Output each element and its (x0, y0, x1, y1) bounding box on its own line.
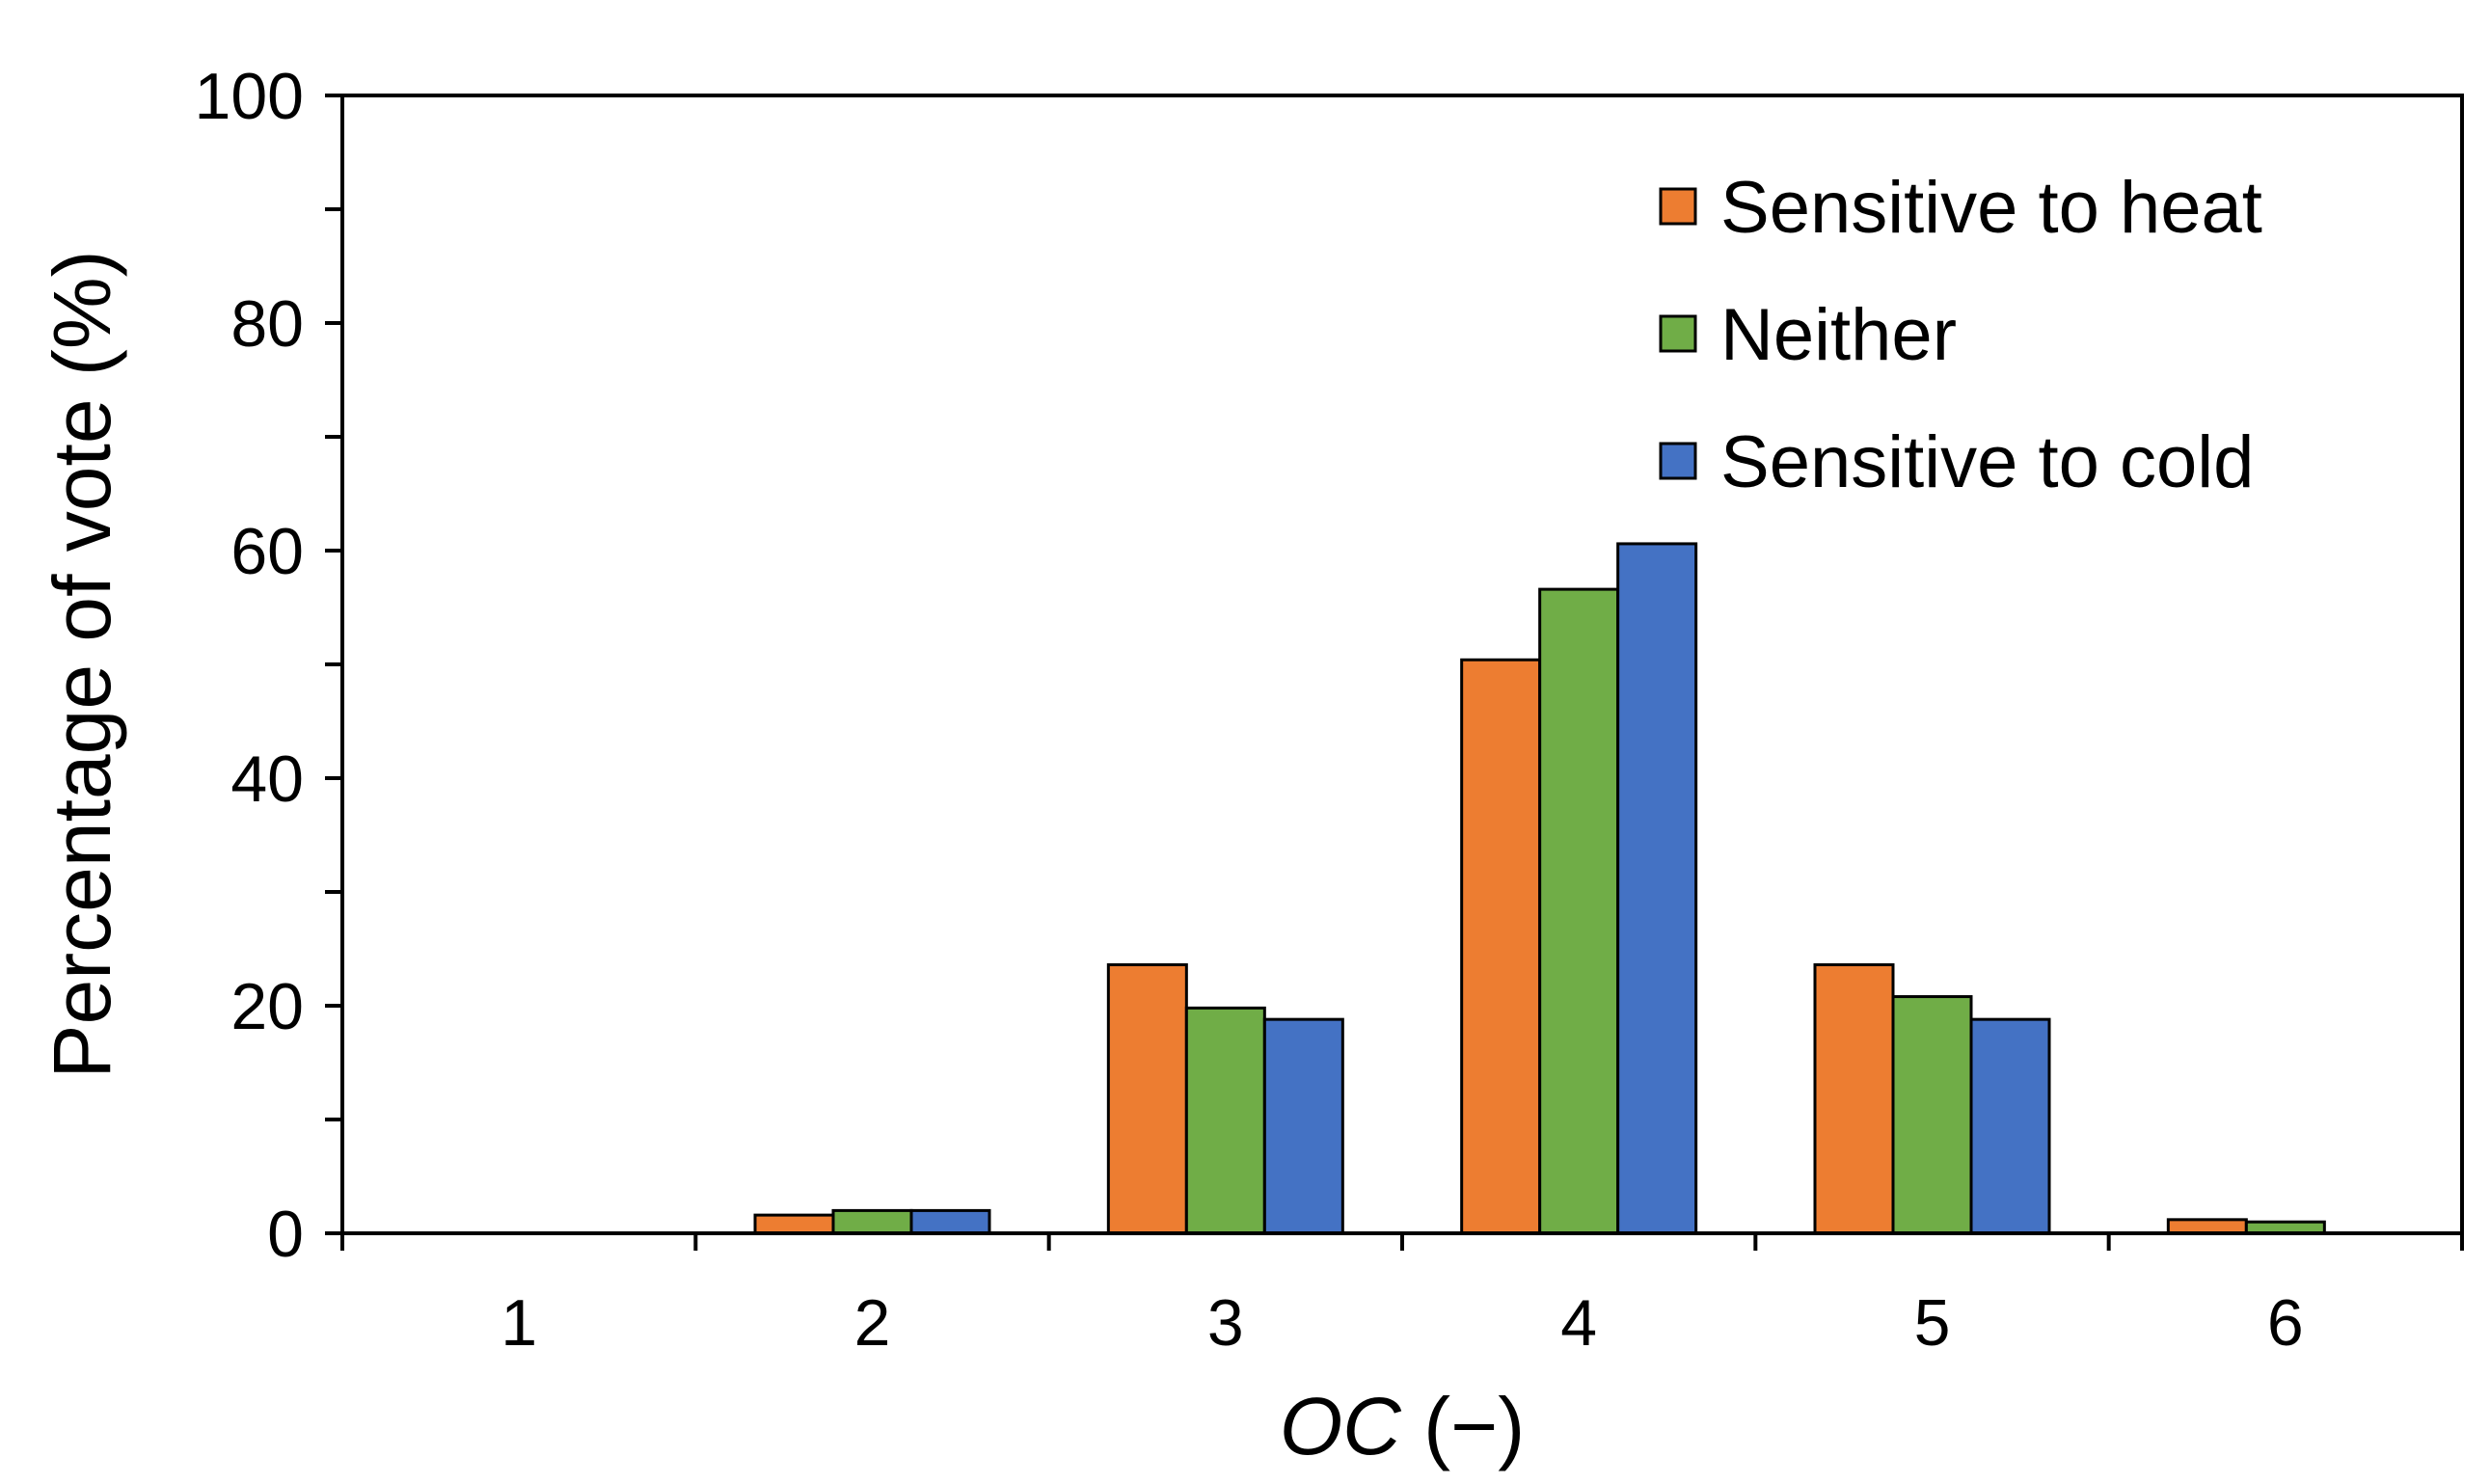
axes-group (340, 94, 2464, 1235)
x-tick-label: 5 (1914, 1286, 1951, 1360)
bar-sensitive-to-heat-3 (1106, 963, 1188, 1235)
bar-sensitive-to-heat-6 (2166, 1218, 2248, 1235)
bar-neither-2 (831, 1208, 913, 1235)
legend-label-sensitive-to-cold: Sensitive to cold (1720, 421, 2254, 503)
x-tick-label: 2 (854, 1286, 891, 1360)
bar-sensitive-to-cold-2 (909, 1208, 991, 1235)
legend-label-sensitive-to-heat: Sensitive to heat (1720, 167, 2262, 249)
y-tick-label: 0 (267, 1198, 304, 1271)
bar-sensitive-to-cold-5 (1969, 1017, 2051, 1235)
plot-frame (340, 94, 2464, 1235)
legend-swatch-neither (1659, 314, 1697, 353)
y-tick-label: 80 (230, 287, 304, 361)
bar-neither-4 (1538, 587, 1620, 1235)
x-axis-title-unit: (−) (1401, 1381, 1525, 1471)
x-tick-label: 3 (1207, 1286, 1244, 1360)
y-tick-label: 20 (230, 970, 304, 1043)
x-tick-label: 6 (2267, 1286, 2304, 1360)
y-tick-label: 100 (195, 60, 304, 133)
bar-sensitive-to-cold-4 (1616, 542, 1698, 1235)
x-axis-title: OC (−) (1280, 1381, 1525, 1471)
x-tick-label: 1 (501, 1286, 537, 1360)
x-axis-title-italic: OC (1280, 1381, 1402, 1471)
bar-sensitive-to-heat-5 (1813, 963, 1895, 1235)
legend: Sensitive to heat Neither Sensitive to col… (1659, 167, 2262, 503)
bar-sensitive-to-cold-3 (1262, 1017, 1344, 1235)
y-tick-label: 60 (230, 515, 304, 588)
bar-sensitive-to-heat-2 (753, 1213, 835, 1235)
bars-group (753, 542, 2326, 1235)
bar-sensitive-to-heat-4 (1460, 658, 1542, 1235)
legend-swatch-sensitive-to-cold (1659, 442, 1697, 480)
x-tick-label: 4 (1560, 1286, 1597, 1360)
legend-label-neither: Neither (1720, 294, 1957, 376)
ticks-group: 0 20 40 60 80 100 1 2 3 4 5 6 (195, 60, 2464, 1360)
bar-neither-3 (1184, 1006, 1266, 1235)
y-tick-label: 40 (230, 742, 304, 816)
bar-neither-5 (1891, 995, 1973, 1235)
legend-swatch-sensitive-to-heat (1659, 187, 1697, 226)
y-axis-title: Percentage of vote (%) (37, 250, 127, 1078)
